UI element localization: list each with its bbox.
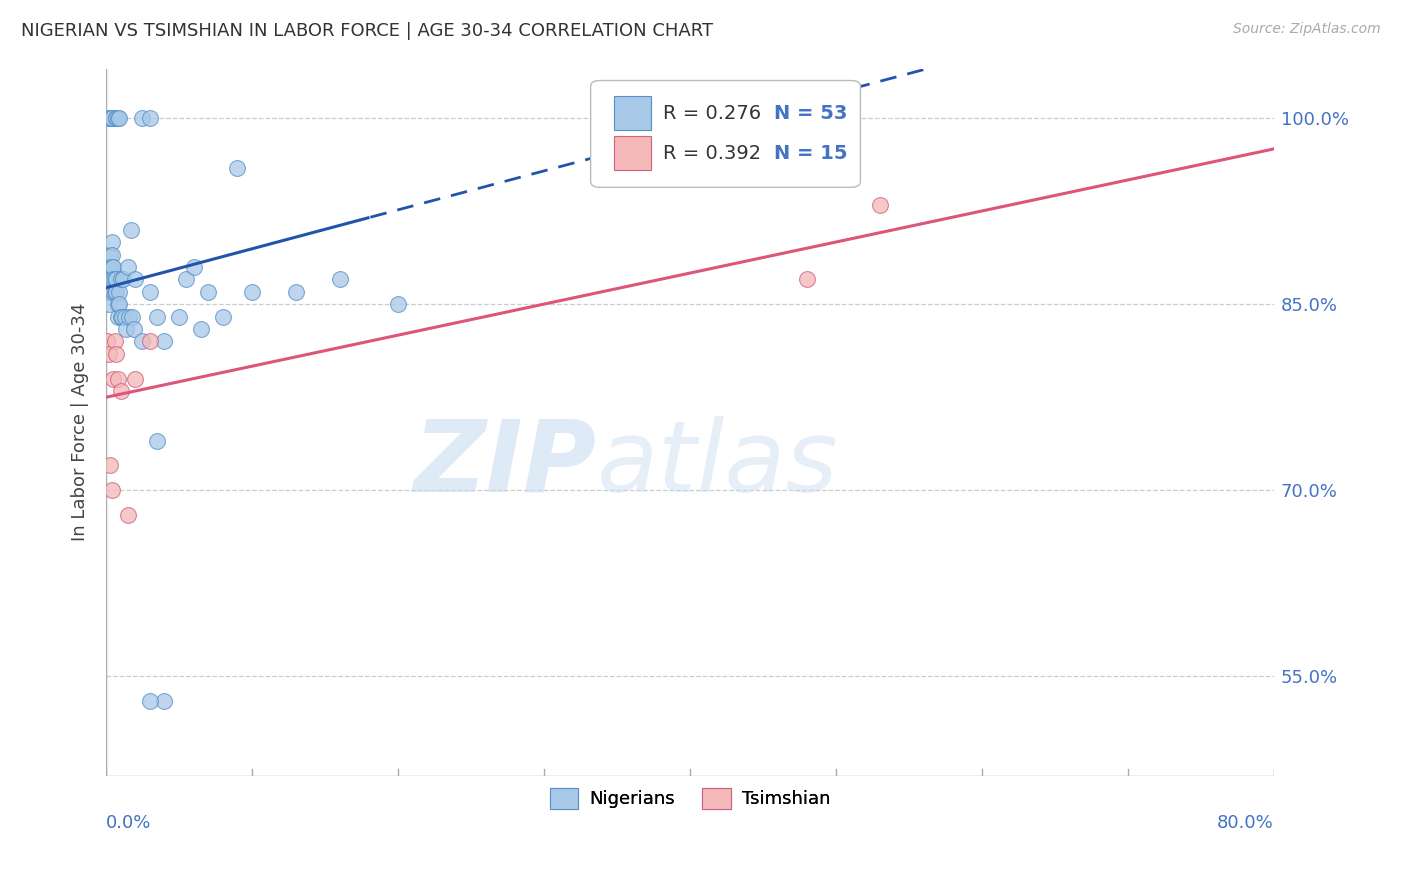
Point bbox=[96, 334, 118, 349]
Point bbox=[103, 260, 125, 274]
FancyBboxPatch shape bbox=[591, 80, 860, 187]
Point bbox=[197, 285, 219, 299]
Point bbox=[131, 334, 153, 349]
Text: Source: ZipAtlas.com: Source: ZipAtlas.com bbox=[1233, 22, 1381, 37]
Point bbox=[100, 247, 122, 261]
Point bbox=[108, 297, 131, 311]
Point bbox=[115, 322, 138, 336]
Text: N = 15: N = 15 bbox=[773, 144, 848, 163]
Point bbox=[190, 322, 212, 336]
Text: R = 0.276: R = 0.276 bbox=[664, 103, 761, 122]
Point bbox=[114, 310, 136, 324]
Point bbox=[100, 111, 122, 125]
Point bbox=[97, 285, 120, 299]
Point bbox=[107, 310, 129, 324]
Point bbox=[105, 347, 128, 361]
Point bbox=[110, 310, 132, 324]
Point bbox=[104, 272, 127, 286]
Point bbox=[120, 223, 142, 237]
Point bbox=[174, 272, 197, 286]
Point bbox=[105, 285, 128, 299]
Text: atlas: atlas bbox=[596, 416, 838, 513]
Text: N = 53: N = 53 bbox=[773, 103, 848, 122]
Point bbox=[107, 371, 129, 385]
Point bbox=[105, 272, 128, 286]
Point bbox=[118, 310, 141, 324]
Point bbox=[97, 272, 120, 286]
Text: 0.0%: 0.0% bbox=[105, 814, 152, 832]
Point bbox=[100, 235, 122, 249]
Point bbox=[138, 285, 160, 299]
Point bbox=[146, 310, 169, 324]
Text: NIGERIAN VS TSIMSHIAN IN LABOR FORCE | AGE 30-34 CORRELATION CHART: NIGERIAN VS TSIMSHIAN IN LABOR FORCE | A… bbox=[21, 22, 713, 40]
Point bbox=[96, 260, 118, 274]
Point bbox=[108, 111, 131, 125]
Point bbox=[97, 260, 120, 274]
Point bbox=[96, 272, 118, 286]
Point bbox=[98, 247, 121, 261]
Text: ZIP: ZIP bbox=[413, 416, 596, 513]
Point bbox=[100, 483, 122, 498]
Point bbox=[105, 111, 128, 125]
Point bbox=[98, 458, 121, 473]
Point bbox=[226, 161, 249, 175]
Point bbox=[100, 260, 122, 274]
Point bbox=[110, 384, 132, 398]
Point bbox=[98, 272, 121, 286]
Point bbox=[124, 272, 146, 286]
Text: R = 0.392: R = 0.392 bbox=[664, 144, 761, 163]
Y-axis label: In Labor Force | Age 30-34: In Labor Force | Age 30-34 bbox=[72, 302, 89, 541]
Point bbox=[111, 310, 134, 324]
Text: 80.0%: 80.0% bbox=[1218, 814, 1274, 832]
Point bbox=[97, 111, 120, 125]
Point bbox=[121, 310, 143, 324]
Point bbox=[98, 111, 121, 125]
Point bbox=[167, 310, 190, 324]
Point bbox=[103, 272, 125, 286]
Point bbox=[131, 111, 153, 125]
Point bbox=[138, 694, 160, 708]
Point bbox=[240, 285, 263, 299]
Point bbox=[98, 260, 121, 274]
Point bbox=[138, 111, 160, 125]
Point bbox=[211, 310, 233, 324]
Point bbox=[98, 111, 121, 125]
Point bbox=[112, 272, 135, 286]
FancyBboxPatch shape bbox=[614, 136, 651, 170]
Point bbox=[153, 694, 176, 708]
Point bbox=[183, 260, 205, 274]
Point bbox=[108, 285, 131, 299]
Point bbox=[146, 434, 169, 448]
Point bbox=[796, 272, 818, 286]
Point bbox=[110, 272, 132, 286]
Point bbox=[124, 371, 146, 385]
Point bbox=[328, 272, 350, 286]
Legend: Nigerians, Tsimshian: Nigerians, Tsimshian bbox=[543, 780, 838, 816]
Point bbox=[103, 371, 125, 385]
Point bbox=[284, 285, 307, 299]
Point bbox=[138, 334, 160, 349]
Point bbox=[96, 285, 118, 299]
Point bbox=[97, 347, 120, 361]
Point bbox=[103, 285, 125, 299]
Point bbox=[96, 272, 118, 286]
Point bbox=[107, 111, 129, 125]
Point bbox=[387, 297, 409, 311]
FancyBboxPatch shape bbox=[614, 96, 651, 130]
Point bbox=[104, 285, 127, 299]
Point bbox=[122, 322, 145, 336]
Point bbox=[117, 260, 139, 274]
Point bbox=[105, 111, 128, 125]
Point bbox=[869, 198, 891, 212]
Point bbox=[107, 297, 129, 311]
Point bbox=[97, 297, 120, 311]
Point bbox=[96, 285, 118, 299]
Point bbox=[153, 334, 176, 349]
Point bbox=[104, 334, 127, 349]
Point bbox=[117, 508, 139, 522]
